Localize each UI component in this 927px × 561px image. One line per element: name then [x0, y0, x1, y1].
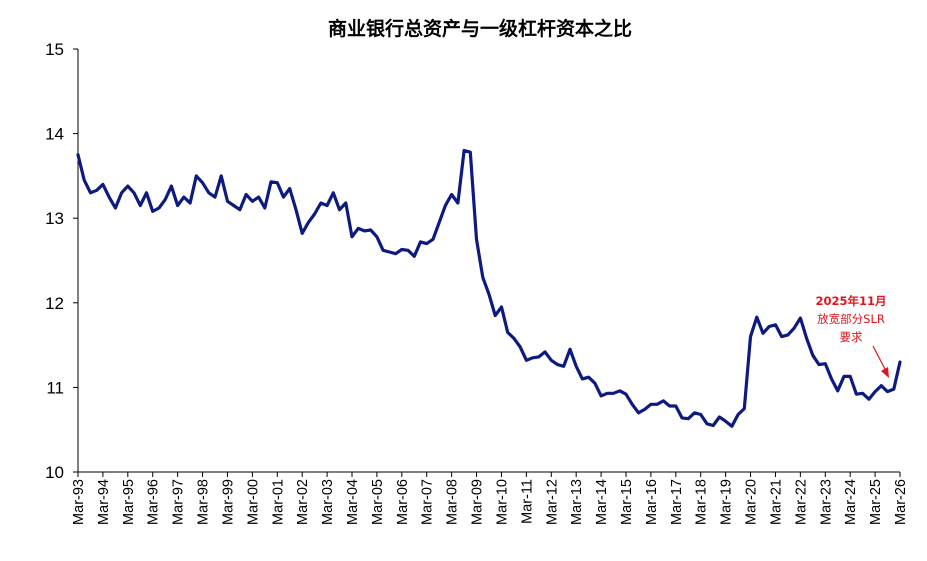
x-tick-label: Mar-96	[146, 479, 162, 525]
annotation: 2025年11月 放宽部分SLR 要求	[815, 294, 889, 378]
x-tick-label: Mar-12	[544, 479, 560, 525]
x-tick-label: Mar-17	[669, 479, 685, 525]
x-tick-label: Mar-23	[818, 479, 834, 525]
x-tick-label: Mar-03	[320, 479, 336, 525]
annotation-line-3: 要求	[840, 330, 863, 344]
y-tick-label: 10	[45, 463, 64, 482]
x-tick-label: Mar-05	[370, 479, 386, 525]
x-tick-label: Mar-00	[245, 479, 261, 525]
x-tick-label: Mar-95	[121, 479, 137, 525]
x-tick-label: Mar-08	[445, 479, 461, 525]
x-tick-label: Mar-25	[868, 479, 884, 525]
x-tick-label: Mar-98	[196, 479, 212, 525]
annotation-arrowhead	[881, 367, 889, 378]
x-tick-label: Mar-21	[768, 479, 784, 525]
annotation-line-1: 2025年11月	[815, 294, 886, 308]
x-tick-label: Mar-10	[494, 479, 510, 525]
x-tick-label: Mar-93	[71, 479, 87, 525]
y-tick-label: 11	[46, 378, 64, 397]
x-tick-label: Mar-06	[395, 479, 411, 525]
x-tick-label: Mar-14	[594, 479, 610, 525]
x-tick-label: Mar-04	[345, 479, 361, 525]
x-tick-label: Mar-24	[843, 479, 859, 525]
x-tick-label: Mar-02	[295, 479, 311, 525]
x-tick-label: Mar-09	[470, 479, 486, 525]
x-tick-label: Mar-07	[420, 479, 436, 525]
chart-title: 商业银行总资产与一级杠杆资本之比	[327, 18, 632, 40]
x-tick-label: Mar-19	[719, 479, 735, 525]
y-axis-ticks: 10 11 12 13 14 15	[45, 40, 78, 482]
axes	[77, 49, 900, 473]
annotation-line-2: 放宽部分SLR	[817, 312, 885, 326]
x-tick-label: Mar-16	[644, 479, 660, 525]
x-tick-label: Mar-94	[96, 479, 112, 525]
series-line	[76, 148, 902, 428]
x-tick-label: Mar-26	[893, 479, 909, 525]
x-tick-label: Mar-01	[270, 479, 286, 525]
y-tick-label: 13	[45, 209, 64, 228]
x-tick-label: Mar-13	[569, 479, 585, 525]
y-tick-label: 12	[45, 294, 64, 313]
x-tick-label: Mar-11	[519, 479, 535, 524]
x-tick-label: Mar-15	[619, 479, 635, 525]
x-tick-label: Mar-97	[171, 479, 187, 525]
annotation-arrow	[872, 345, 887, 372]
y-tick-label: 15	[45, 40, 64, 59]
y-tick-label: 14	[45, 125, 64, 144]
x-tick-label: Mar-18	[694, 479, 710, 525]
x-tick-label: Mar-20	[744, 479, 760, 525]
x-tick-label: Mar-22	[793, 479, 809, 525]
x-axis-ticks: Mar-93 Mar-94 Mar-95 Mar-96 Mar-97 Mar-98 Mar-…	[71, 472, 909, 525]
x-tick-label: Mar-99	[220, 479, 236, 525]
